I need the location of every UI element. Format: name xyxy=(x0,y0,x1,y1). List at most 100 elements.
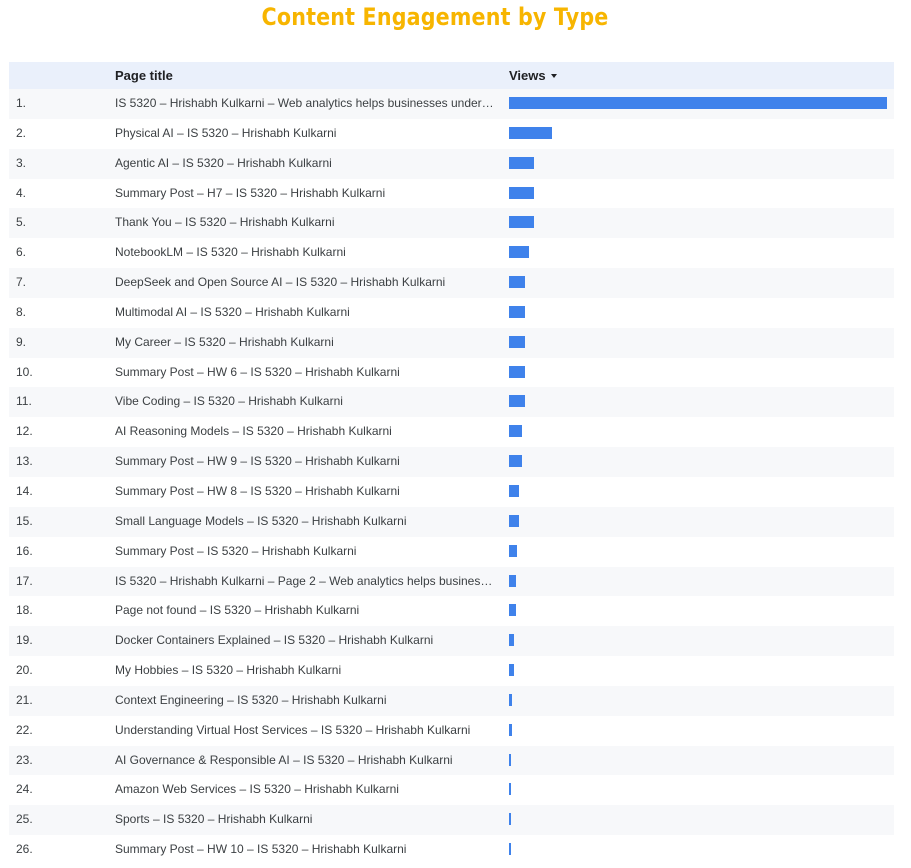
row-page-title: Sports – IS 5320 – Hrishabh Kulkarni xyxy=(115,812,313,827)
table-row[interactable]: 20. My Hobbies – IS 5320 – Hrishabh Kulka… xyxy=(9,656,894,686)
row-index: 20. xyxy=(16,663,33,678)
row-page-title: Page not found – IS 5320 – Hrishabh Kulk… xyxy=(115,603,360,618)
row-index: 19. xyxy=(16,633,33,648)
views-bar xyxy=(509,484,519,497)
row-index: 3. xyxy=(16,155,27,170)
row-page-title: DeepSeek and Open Source AI – IS 5320 – … xyxy=(115,275,446,290)
row-page-title: Physical AI – IS 5320 – Hrishabh Kulkarn… xyxy=(115,125,337,140)
engagement-table: Page title Views 1. IS 5320 – Hrishabh Ku… xyxy=(9,62,894,865)
row-index: 1. xyxy=(16,96,27,110)
table-row[interactable]: 21. Context Engineering – IS 5320 – Hrish… xyxy=(9,685,894,716)
row-page-title: Context Engineering – IS 5320 – Hrishabh… xyxy=(115,692,387,707)
table-row[interactable]: 19. Docker Containers Explained – IS 5320… xyxy=(9,626,894,657)
row-index: 12. xyxy=(16,424,33,439)
row-index: 15. xyxy=(16,513,33,528)
row-index: 25. xyxy=(16,812,33,827)
table-row[interactable]: 13. Summary Post – HW 9 – IS 5320 – Hrish… xyxy=(9,447,894,477)
table-row[interactable]: 6. NotebookLM – IS 5320 – Hrishabh Kulkar… xyxy=(9,238,894,268)
row-index: 8. xyxy=(16,304,27,319)
row-index: 2. xyxy=(16,125,27,140)
table-row[interactable]: 15. Small Language Models – IS 5320 – Hri… xyxy=(9,506,894,537)
table-row[interactable]: 17. IS 5320 – Hrishabh Kulkarni – Page 2 … xyxy=(9,566,894,597)
row-index: 23. xyxy=(16,752,33,767)
row-page-title: Multimodal AI – IS 5320 – Hrishabh Kulka… xyxy=(115,304,350,319)
table-row[interactable]: 22. Understanding Virtual Host Services –… xyxy=(9,716,894,746)
column-header-views-label: Views xyxy=(509,68,546,83)
column-header-views[interactable]: Views xyxy=(509,62,557,89)
row-page-title: AI Reasoning Models – IS 5320 – Hrishabh… xyxy=(115,424,392,439)
row-index: 5. xyxy=(16,215,27,230)
row-index: 6. xyxy=(16,245,27,260)
row-page-title: Summary Post – H7 – IS 5320 – Hrishabh K… xyxy=(115,185,386,200)
row-page-title: Understanding Virtual Host Services – IS… xyxy=(115,722,471,737)
views-bar xyxy=(509,425,522,438)
row-index: 22. xyxy=(16,722,33,737)
views-bar xyxy=(509,723,513,736)
table-row[interactable]: 23. AI Governance & Responsible AI – IS 5… xyxy=(9,745,894,776)
table-row[interactable]: 9. My Career – IS 5320 – Hrishabh Kulkarn… xyxy=(9,327,894,358)
table-row[interactable]: 1. IS 5320 – Hrishabh Kulkarni – Web anal… xyxy=(9,89,894,119)
row-page-title: Amazon Web Services – IS 5320 – Hrishabh… xyxy=(115,782,399,797)
row-index: 7. xyxy=(16,275,27,290)
row-page-title: IS 5320 – Hrishabh Kulkarni – Page 2 – W… xyxy=(115,573,495,588)
views-bar xyxy=(509,634,514,647)
row-page-title: Small Language Models – IS 5320 – Hrisha… xyxy=(115,513,407,528)
chart-title: Content Engagement by Type xyxy=(261,3,609,31)
table-row[interactable]: 26. Summary Post – HW 10 – IS 5320 – Hris… xyxy=(9,835,894,865)
row-page-title: NotebookLM – IS 5320 – Hrishabh Kulkarni xyxy=(115,245,346,260)
table-row[interactable]: 16. Summary Post – IS 5320 – Hrishabh Kul… xyxy=(9,537,894,567)
table-row[interactable]: 18. Page not found – IS 5320 – Hrishabh K… xyxy=(9,596,894,626)
views-bar xyxy=(509,335,525,348)
views-bar xyxy=(509,126,553,139)
views-bar xyxy=(509,574,516,587)
views-bar xyxy=(509,604,516,617)
table-row[interactable]: 10. Summary Post – HW 6 – IS 5320 – Hrish… xyxy=(9,358,894,388)
table-row[interactable]: 7. DeepSeek and Open Source AI – IS 5320 … xyxy=(9,268,894,298)
views-bar xyxy=(509,514,519,527)
row-index: 18. xyxy=(16,603,33,618)
row-index: 11. xyxy=(16,394,32,409)
row-page-title: Agentic AI – IS 5320 – Hrishabh Kulkarni xyxy=(115,155,332,170)
views-bar xyxy=(509,156,535,169)
table-row[interactable]: 2. Physical AI – IS 5320 – Hrishabh Kulka… xyxy=(9,119,894,149)
views-bar xyxy=(509,186,535,199)
table-row[interactable]: 12. AI Reasoning Models – IS 5320 – Hrish… xyxy=(9,417,894,447)
row-page-title: IS 5320 – Hrishabh Kulkarni – Web analyt… xyxy=(115,96,495,110)
column-header-page-title[interactable]: Page title xyxy=(115,68,173,83)
row-index: 9. xyxy=(16,334,27,349)
views-bar xyxy=(509,753,512,766)
views-bar xyxy=(509,246,530,259)
row-index: 4. xyxy=(16,185,27,200)
table-row[interactable]: 25. Sports – IS 5320 – Hrishabh Kulkarni xyxy=(9,805,894,836)
table-body: 1. IS 5320 – Hrishabh Kulkarni – Web anal… xyxy=(9,89,894,865)
table-row[interactable]: 3. Agentic AI – IS 5320 – Hrishabh Kulkar… xyxy=(9,148,894,179)
table-row[interactable]: 24. Amazon Web Services – IS 5320 – Hrish… xyxy=(9,775,894,805)
table-row[interactable]: 14. Summary Post – HW 8 – IS 5320 – Hrish… xyxy=(9,477,894,507)
row-index: 14. xyxy=(16,483,33,498)
row-page-title: Vibe Coding – IS 5320 – Hrishabh Kulkarn… xyxy=(115,394,343,409)
row-page-title: Summary Post – HW 8 – IS 5320 – Hrishabh… xyxy=(115,483,400,498)
row-page-title: Thank You – IS 5320 – Hrishabh Kulkarni xyxy=(115,215,335,230)
table-row[interactable]: 4. Summary Post – H7 – IS 5320 – Hrishabh… xyxy=(9,179,894,209)
row-page-title: Summary Post – HW 9 – IS 5320 – Hrishabh… xyxy=(115,454,400,469)
sort-descending-icon[interactable] xyxy=(550,74,557,78)
row-page-title: Docker Containers Explained – IS 5320 – … xyxy=(115,633,434,648)
table-row[interactable]: 11. Vibe Coding – IS 5320 – Hrishabh Kulk… xyxy=(9,387,894,418)
table-header: Page title Views xyxy=(9,62,894,89)
row-page-title: Summary Post – HW 6 – IS 5320 – Hrishabh… xyxy=(115,364,400,379)
views-bar xyxy=(509,216,535,229)
row-index: 21. xyxy=(16,692,33,707)
row-page-title: My Hobbies – IS 5320 – Hrishabh Kulkarni xyxy=(115,663,342,678)
table-row[interactable]: 8. Multimodal AI – IS 5320 – Hrishabh Kul… xyxy=(9,298,894,328)
row-index: 26. xyxy=(16,842,33,857)
views-bar xyxy=(509,843,512,856)
row-index: 13. xyxy=(16,454,33,469)
views-bar xyxy=(509,395,525,408)
row-index: 17. xyxy=(16,573,33,588)
views-bar xyxy=(509,664,514,677)
views-bar xyxy=(509,455,522,468)
row-page-title: AI Governance & Responsible AI – IS 5320… xyxy=(115,752,453,767)
views-bar xyxy=(509,97,887,109)
table-row[interactable]: 5. Thank You – IS 5320 – Hrishabh Kulkarn… xyxy=(9,208,894,239)
views-bar xyxy=(509,544,517,557)
